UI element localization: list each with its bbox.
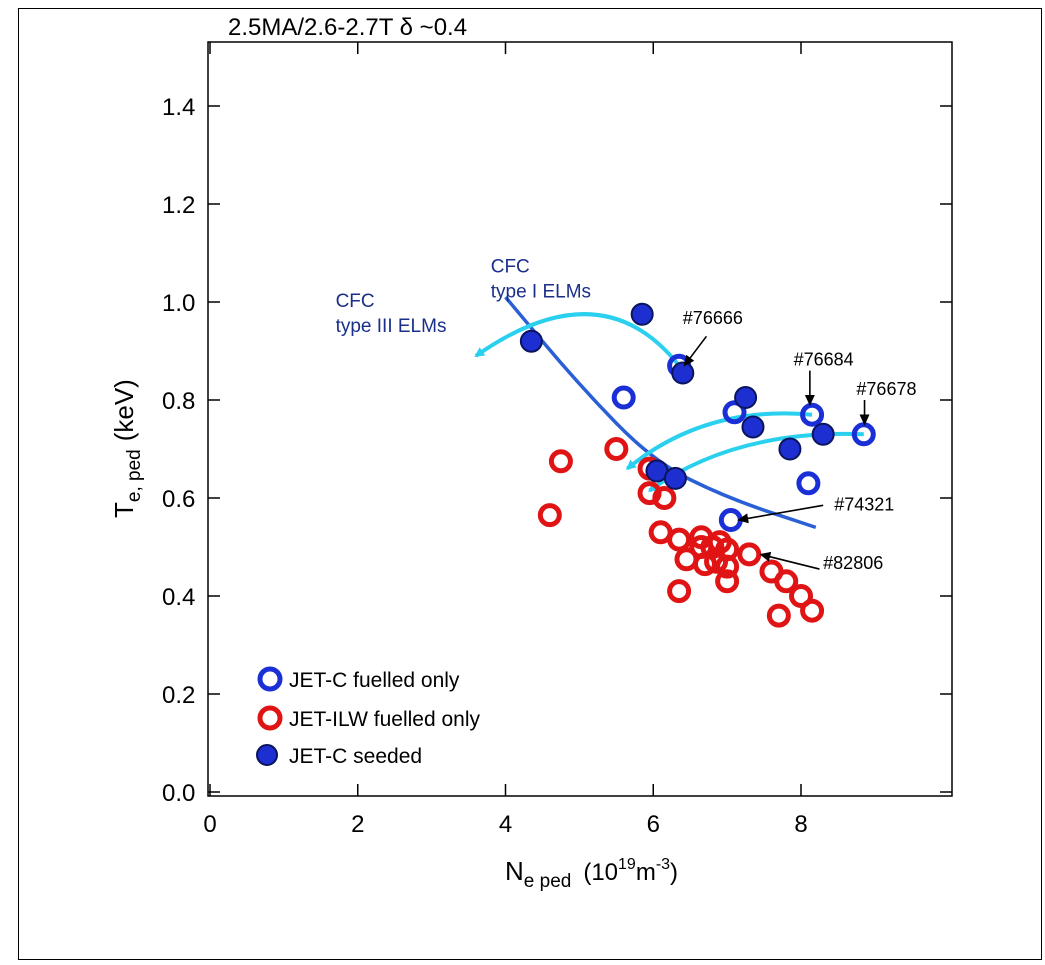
y-tick-label: 1.2 xyxy=(162,192,195,219)
shot-label: #76678 xyxy=(856,379,916,399)
shot-arrow xyxy=(683,335,708,367)
y-tick-label: 0.6 xyxy=(162,486,195,513)
jet-c-seeded-point xyxy=(778,437,802,461)
jet-c-seeded-point xyxy=(663,466,687,490)
legend: JET-C fuelled only JET-ILW fuelled only … xyxy=(256,666,481,768)
y-tick-label: 0.8 xyxy=(162,388,195,415)
y-tick-label: 1.4 xyxy=(162,94,195,121)
x-tick-label: 2 xyxy=(351,811,364,838)
legend-marker-jet-c-seeded xyxy=(256,744,278,766)
trajectory-arrow xyxy=(474,312,681,367)
regime-label: CFC xyxy=(491,257,530,278)
jet-c-seeded-point xyxy=(811,422,835,446)
shot-arrow xyxy=(759,551,820,570)
chart-title: 2.5MA/2.6-2.7T δ ~0.4 xyxy=(228,14,468,41)
trajectory-arrow xyxy=(625,411,813,471)
jet-c-seeded-point xyxy=(734,386,758,410)
figure-frame xyxy=(18,8,1042,960)
legend-marker-jet-c-fuelled xyxy=(257,666,283,692)
jet-ilw-fuelled-point xyxy=(737,542,762,567)
jet-ilw-fuelled-point xyxy=(774,569,799,594)
legend-label-jet-ilw-fuelled: JET-ILW fuelled only xyxy=(289,708,481,731)
x-tick-label: 0 xyxy=(203,811,216,838)
legend-marker-jet-ilw-fuelled xyxy=(257,705,283,731)
jet-c-seeded-point xyxy=(519,329,543,353)
shot-label: #82806 xyxy=(823,553,883,573)
regime-label: type I ELMs xyxy=(491,282,591,303)
jet-c-seeded-point xyxy=(671,361,695,385)
jet-ilw-fuelled-point xyxy=(715,569,740,594)
jet-ilw-fuelled-point xyxy=(766,603,791,628)
y-tick-label: 1.0 xyxy=(162,290,195,317)
shot-arrow xyxy=(737,504,824,524)
jet-c-fuelled-point xyxy=(796,471,821,496)
jet-ilw-fuelled-point xyxy=(604,437,629,461)
jet-ilw-fuelled-point xyxy=(652,486,677,510)
regime-label: CFC xyxy=(336,291,375,312)
jet-ilw-fuelled-point xyxy=(715,554,740,579)
jet-c-fuelled-point xyxy=(718,508,743,533)
shot-label: #74321 xyxy=(834,494,894,514)
y-tick-label: 0.0 xyxy=(162,780,195,807)
jet-ilw-fuelled-point xyxy=(789,584,813,608)
plot-area xyxy=(207,41,953,797)
jet-ilw-fuelled-point xyxy=(537,503,562,528)
jet-c-fuelled-point xyxy=(722,400,747,425)
shot-annotations: #76666 #76684#76678 #74321 #82806 xyxy=(683,308,917,573)
axis-ticks: 0.0 0.2 0.4 0.6 0.8 1.0 1.2 1.4 0 2 4 6 8 xyxy=(162,42,952,838)
jet-ilw-fuelled-point xyxy=(667,579,692,604)
jet-c-seeded-point xyxy=(630,302,654,326)
x-axis-label: Ne ped (1019m-3) xyxy=(505,856,678,892)
shot-label: #76666 xyxy=(683,308,743,328)
jet-c-seeded-point xyxy=(741,415,765,439)
regime-label: type III ELMs xyxy=(336,316,447,337)
legend-label-jet-c-fuelled: JET-C fuelled only xyxy=(289,669,460,692)
regime-labels: CFC type I ELMs CFC type III ELMs xyxy=(336,257,591,337)
y-tick-label: 0.2 xyxy=(162,682,195,709)
x-tick-label: 4 xyxy=(499,811,512,838)
x-tick-label: 8 xyxy=(794,811,807,838)
jet-c-fuelled-point xyxy=(611,385,636,410)
jet-ilw-fuelled-point xyxy=(800,598,825,623)
shot-label: #76684 xyxy=(794,350,854,370)
legend-label-jet-c-seeded: JET-C seeded xyxy=(289,745,422,768)
data-points xyxy=(519,302,876,628)
y-axis-label: Te, ped(keV) xyxy=(109,379,145,518)
y-tick-label: 0.4 xyxy=(162,584,195,611)
jet-ilw-fuelled-point xyxy=(667,527,692,552)
jet-ilw-fuelled-point xyxy=(548,449,573,474)
x-tick-label: 6 xyxy=(647,811,660,838)
